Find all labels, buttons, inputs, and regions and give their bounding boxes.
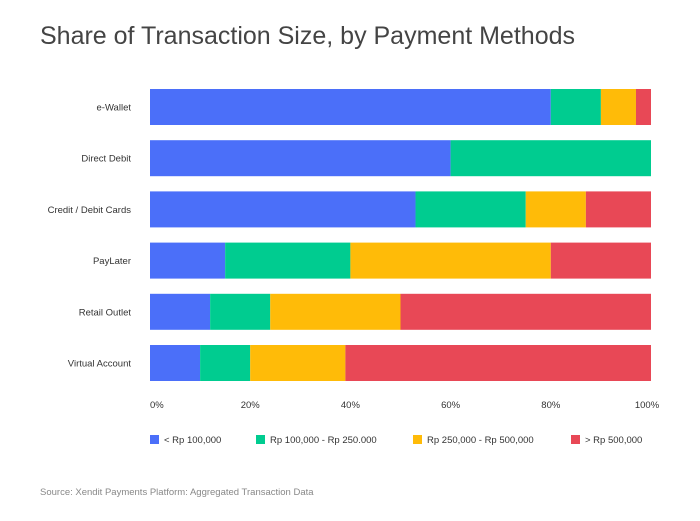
- bars-group: [150, 89, 651, 381]
- legend-swatch: [571, 435, 580, 444]
- bar-segment-2-2: [450, 140, 651, 177]
- legend-label: < Rp 100,000: [164, 435, 221, 446]
- bar-segment-4-1: [150, 242, 226, 279]
- legend-swatch: [413, 435, 422, 444]
- bar-segment-5-3: [270, 293, 401, 330]
- x-tick-label: 20%: [241, 400, 261, 411]
- category-label: e-Wallet: [97, 103, 132, 114]
- legend-label: Rp 250,000 - Rp 500,000: [427, 435, 534, 446]
- bar-segment-5-2: [210, 293, 271, 330]
- source-note: Source: Xendit Payments Platform: Aggreg…: [40, 487, 314, 498]
- bar-segment-5-4: [400, 293, 651, 330]
- bar-segment-4-4: [550, 242, 651, 279]
- x-tick-label: 0%: [150, 400, 164, 411]
- bar-segment-6-2: [200, 345, 251, 381]
- x-tick-label: 80%: [541, 400, 561, 411]
- bar-segment-1-1: [150, 89, 551, 125]
- bar-segment-2-1: [150, 140, 451, 177]
- bar-segment-4-3: [350, 242, 551, 279]
- x-tick-label: 60%: [441, 400, 461, 411]
- legend-label: Rp 100,000 - Rp 250.000: [270, 435, 377, 446]
- legend-swatch: [256, 435, 265, 444]
- bar-segment-1-4: [635, 89, 651, 125]
- category-label: Virtual Account: [68, 359, 132, 370]
- bar-segment-3-4: [585, 191, 651, 228]
- bar-segment-3-3: [525, 191, 586, 228]
- x-tick-label: 40%: [341, 400, 361, 411]
- category-label: Retail Outlet: [79, 307, 132, 318]
- bar-segment-1-2: [550, 89, 601, 125]
- bar-segment-6-3: [250, 345, 346, 381]
- bar-segment-4-2: [225, 242, 351, 279]
- bar-segment-5-1: [150, 293, 211, 330]
- legend-label: > Rp 500,000: [585, 435, 642, 446]
- category-label: Credit / Debit Cards: [48, 205, 132, 216]
- bar-segment-1-3: [600, 89, 636, 125]
- bar-segment-6-1: [150, 345, 201, 381]
- legend: < Rp 100,000 Rp 100,000 - Rp 250.000 Rp 25…: [150, 435, 642, 446]
- bar-segment-3-1: [150, 191, 416, 228]
- category-label: Direct Debit: [81, 154, 131, 165]
- legend-swatch: [150, 435, 159, 444]
- category-label: PayLater: [93, 256, 131, 267]
- chart-title: Share of Transaction Size, by Payment Me…: [40, 22, 575, 50]
- x-axis-ticks: 0% 20% 40% 60% 80% 100%: [150, 400, 660, 411]
- bar-segment-3-2: [415, 191, 526, 228]
- x-tick-label: 100%: [635, 400, 660, 411]
- category-labels: e-Wallet Direct Debit Credit / Debit Cards…: [48, 103, 132, 370]
- bar-segment-6-4: [345, 345, 651, 381]
